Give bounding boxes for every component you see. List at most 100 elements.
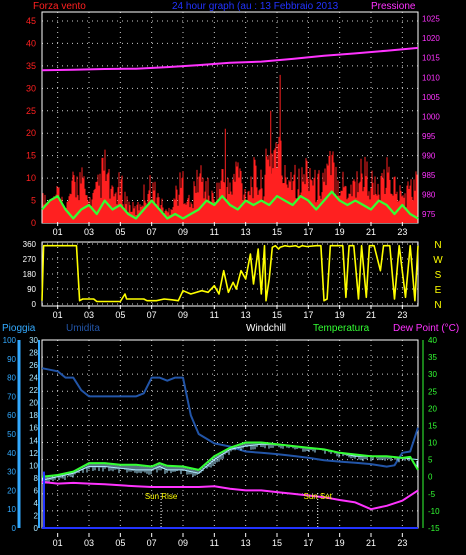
wind-ytick-label: 30 — [26, 83, 36, 93]
direction-panel-xtick-label: 07 — [147, 310, 157, 320]
rain-ytick-label: 20 — [7, 486, 16, 495]
rain-ytick-label: 40 — [7, 449, 16, 458]
wind-panel-xtick-label: 17 — [303, 227, 313, 237]
direction-ytick-label: 180 — [23, 270, 37, 279]
legend-humidity: Umidita — [66, 323, 100, 334]
humidity-ytick-label: 14 — [29, 436, 38, 445]
wind-panel-xtick-label: 19 — [335, 227, 345, 237]
pressure-ytick-label: 975 — [422, 210, 436, 219]
pressure-line — [41, 46, 419, 72]
direction-panel-xtick-label: 21 — [366, 310, 376, 320]
pressure-ytick-label: 1005 — [422, 93, 440, 102]
temperature-ytick-label: -15 — [428, 524, 440, 533]
temperature-ytick-label: 5 — [428, 456, 433, 465]
wind-ytick-label: 20 — [26, 128, 36, 138]
legend-dew-point: Dew Point (°C) — [393, 323, 459, 334]
weather-panel-xtick-label: 07 — [147, 538, 157, 548]
humidity-temperature-panel: -15-10-505101520253035400246810121416182… — [3, 336, 440, 548]
pressure-ytick-label: 1020 — [422, 34, 440, 43]
wind-strength-label: Forza vento — [33, 1, 86, 12]
wind-panel-xtick-label: 03 — [84, 227, 94, 237]
direction-ytick-label: 270 — [23, 255, 37, 264]
weather-panel-xtick-label: 21 — [366, 538, 376, 548]
sun-marker-label: Sun Rise — [145, 492, 178, 501]
direction-panel-xtick-label: 09 — [178, 310, 188, 320]
direction-panel-xtick-label: 01 — [53, 310, 63, 320]
rain-ytick-label: 100 — [3, 336, 17, 345]
windchill-line — [41, 443, 419, 481]
humidity-ytick-label: 16 — [29, 424, 38, 433]
humidity-ytick-label: 2 — [34, 511, 39, 520]
humidity-ytick-label: 4 — [34, 499, 39, 508]
direction-panel-xtick-label: 05 — [115, 310, 125, 320]
sun-marker-label: Sun Set — [303, 492, 332, 501]
wind-ytick-label: 10 — [26, 173, 36, 183]
compass-label: E — [435, 285, 442, 296]
wind-average-line — [41, 190, 419, 220]
wind-pressure-panel: 0510152025303540459759809859909951000100… — [26, 11, 440, 237]
weather-panel-xtick-label: 01 — [53, 538, 63, 548]
weather-panel-xtick-label: 23 — [397, 538, 407, 548]
wind-panel-xtick-label: 23 — [397, 227, 407, 237]
temperature-ytick-label: 10 — [428, 439, 437, 448]
humidity-ytick-label: 22 — [29, 386, 38, 395]
weather-panel-xtick-label: 09 — [178, 538, 188, 548]
temperature-ytick-label: 30 — [428, 370, 437, 379]
pressure-ytick-label: 985 — [422, 171, 436, 180]
rain-ytick-label: 0 — [12, 524, 17, 533]
pressure-ytick-label: 995 — [422, 132, 436, 141]
rain-ytick-label: 50 — [7, 430, 16, 439]
direction-panel-xtick-label: 13 — [241, 310, 251, 320]
wind-ytick-label: 40 — [26, 38, 36, 48]
pressure-ytick-label: 1010 — [422, 73, 440, 82]
legend-windchill: Windchill — [246, 323, 286, 334]
pressure-ytick-label: 1025 — [422, 15, 440, 24]
rain-ytick-label: 10 — [7, 505, 16, 514]
wind-panel-xtick-label: 05 — [115, 227, 125, 237]
wind-gust-bars — [42, 136, 418, 223]
weather-panel-xtick-label: 13 — [241, 538, 251, 548]
rain-ytick-label: 60 — [7, 411, 16, 420]
direction-panel-xtick-label: 19 — [335, 310, 345, 320]
pressure-label: Pressione — [371, 1, 416, 12]
temperature-ytick-label: 0 — [428, 473, 433, 482]
rain-ytick-label: 30 — [7, 468, 16, 477]
chart-title: 24 hour graph (au : 13 Febbraio 2013 — [172, 1, 339, 12]
direction-ytick-label: 0 — [32, 300, 37, 309]
humidity-ytick-label: 12 — [29, 449, 38, 458]
weather-panel-xtick-label: 19 — [335, 538, 345, 548]
temperature-ytick-label: 25 — [428, 387, 437, 396]
humidity-ytick-label: 20 — [29, 399, 38, 408]
direction-ytick-label: 360 — [23, 240, 37, 249]
direction-panel-xtick-label: 03 — [84, 310, 94, 320]
humidity-ytick-label: 10 — [29, 461, 38, 470]
humidity-line — [41, 367, 419, 468]
temperature-ytick-label: -5 — [428, 490, 436, 499]
legend-rain: Pioggia — [2, 323, 36, 334]
humidity-ytick-label: 24 — [29, 374, 38, 383]
temperature-ytick-label: 15 — [428, 421, 437, 430]
compass-label: S — [435, 270, 442, 281]
humidity-ytick-label: 26 — [29, 361, 38, 370]
compass-label: N — [434, 300, 441, 311]
wind-ytick-label: 25 — [26, 106, 36, 116]
temperature-ytick-label: 40 — [428, 336, 437, 345]
direction-panel-xtick-label: 11 — [210, 310, 219, 320]
pressure-ytick-label: 980 — [422, 190, 436, 199]
wind-ytick-label: 45 — [26, 16, 36, 26]
pressure-ytick-label: 1000 — [422, 112, 440, 121]
wind-direction-line — [41, 244, 419, 303]
weather-panel-xtick-label: 17 — [303, 538, 313, 548]
weather-panel-xtick-label: 05 — [115, 538, 125, 548]
humidity-ytick-label: 30 — [29, 336, 38, 345]
wind-ytick-label: 0 — [31, 218, 36, 228]
temperature-ytick-label: 20 — [428, 404, 437, 413]
wind-panel-xtick-label: 15 — [272, 227, 282, 237]
direction-panel-xtick-label: 17 — [303, 310, 313, 320]
pressure-ytick-label: 1015 — [422, 54, 440, 63]
compass-label: W — [433, 255, 443, 266]
weather-panel-xtick-label: 11 — [210, 538, 219, 548]
wind-panel-xtick-label: 01 — [53, 227, 63, 237]
